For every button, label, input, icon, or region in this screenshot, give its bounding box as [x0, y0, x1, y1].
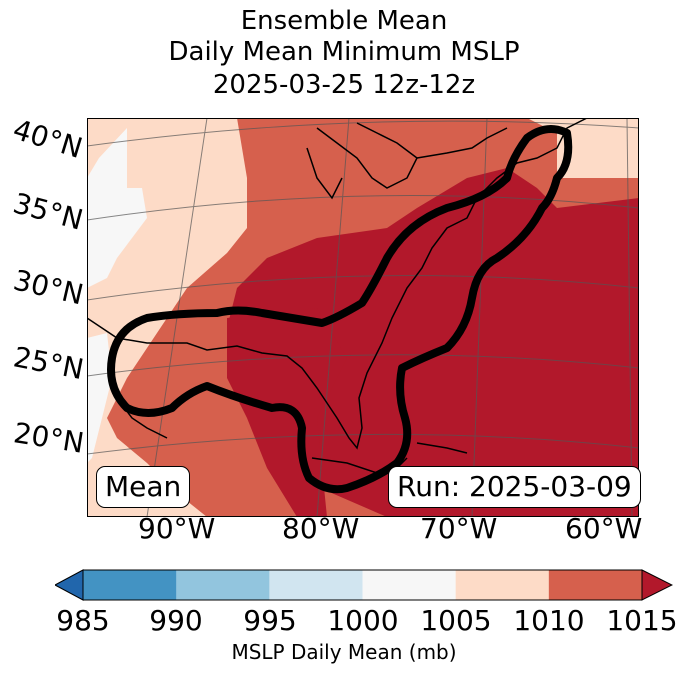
lon-label-60w: 60°W: [565, 512, 643, 545]
colorbar-label: MSLP Daily Mean (mb): [231, 640, 457, 664]
mslp-map: [87, 118, 639, 517]
field-above-1015-se: [227, 308, 347, 517]
field-1005-1010-west: [87, 128, 147, 288]
cb-tick-1000: 1000: [327, 604, 399, 637]
map-panel: [87, 118, 639, 517]
colorbar-extend-high: [641, 569, 673, 601]
lon-label-90w: 90°W: [138, 512, 216, 545]
cb-tick-990: 990: [149, 604, 203, 637]
colorbar-segment: [176, 570, 270, 600]
cb-tick-1015: 1015: [606, 604, 678, 637]
lat-label-20: 20°N: [11, 416, 87, 460]
lon-label-70w: 70°W: [420, 512, 498, 545]
colorbar-segment: [455, 570, 550, 600]
graticule: [87, 118, 639, 517]
title-line-2: Daily Mean Minimum MSLP: [168, 37, 520, 67]
lat-label-35: 35°N: [9, 186, 87, 237]
contour-1015: [107, 125, 573, 494]
colorbar-extend-low: [55, 569, 84, 601]
run-label: Run: 2025-03-09: [388, 466, 641, 508]
field-above-1015: [227, 168, 639, 517]
cb-tick-1005: 1005: [420, 604, 492, 637]
cb-tick-1010: 1010: [513, 604, 585, 637]
title-line-3: 2025-03-25 12z-12z: [212, 70, 476, 100]
lat-label-40: 40°N: [9, 112, 87, 165]
cb-tick-995: 995: [243, 604, 297, 637]
colorbar-outline: [82, 569, 643, 601]
lat-label-30: 30°N: [10, 263, 87, 312]
colorbar-segment: [362, 570, 457, 600]
colorbar-segment: [83, 570, 177, 600]
lon-label-80w: 80°W: [282, 512, 360, 545]
colorbar: [55, 569, 673, 601]
lat-label-25: 25°N: [10, 340, 87, 387]
colorbar-segment: [548, 570, 643, 600]
field-1005-1010-sw: [87, 333, 112, 463]
colorbar-segment: [269, 570, 363, 600]
mean-label: Mean: [96, 466, 191, 508]
cb-tick-985: 985: [56, 604, 110, 637]
title-line-1: Ensemble Mean: [240, 6, 448, 36]
